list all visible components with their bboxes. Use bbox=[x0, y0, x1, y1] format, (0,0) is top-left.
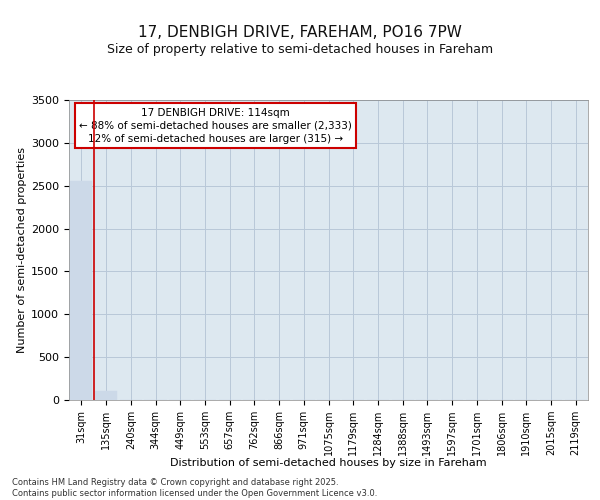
Y-axis label: Number of semi-detached properties: Number of semi-detached properties bbox=[17, 147, 27, 353]
Text: 17, DENBIGH DRIVE, FAREHAM, PO16 7PW: 17, DENBIGH DRIVE, FAREHAM, PO16 7PW bbox=[138, 25, 462, 40]
Text: Contains HM Land Registry data © Crown copyright and database right 2025.
Contai: Contains HM Land Registry data © Crown c… bbox=[12, 478, 377, 498]
Bar bbox=[95, 390, 117, 400]
Bar bbox=[70, 182, 92, 400]
Text: Size of property relative to semi-detached houses in Fareham: Size of property relative to semi-detach… bbox=[107, 44, 493, 57]
X-axis label: Distribution of semi-detached houses by size in Fareham: Distribution of semi-detached houses by … bbox=[170, 458, 487, 468]
Text: 17 DENBIGH DRIVE: 114sqm
← 88% of semi-detached houses are smaller (2,333)
12% o: 17 DENBIGH DRIVE: 114sqm ← 88% of semi-d… bbox=[79, 108, 352, 144]
